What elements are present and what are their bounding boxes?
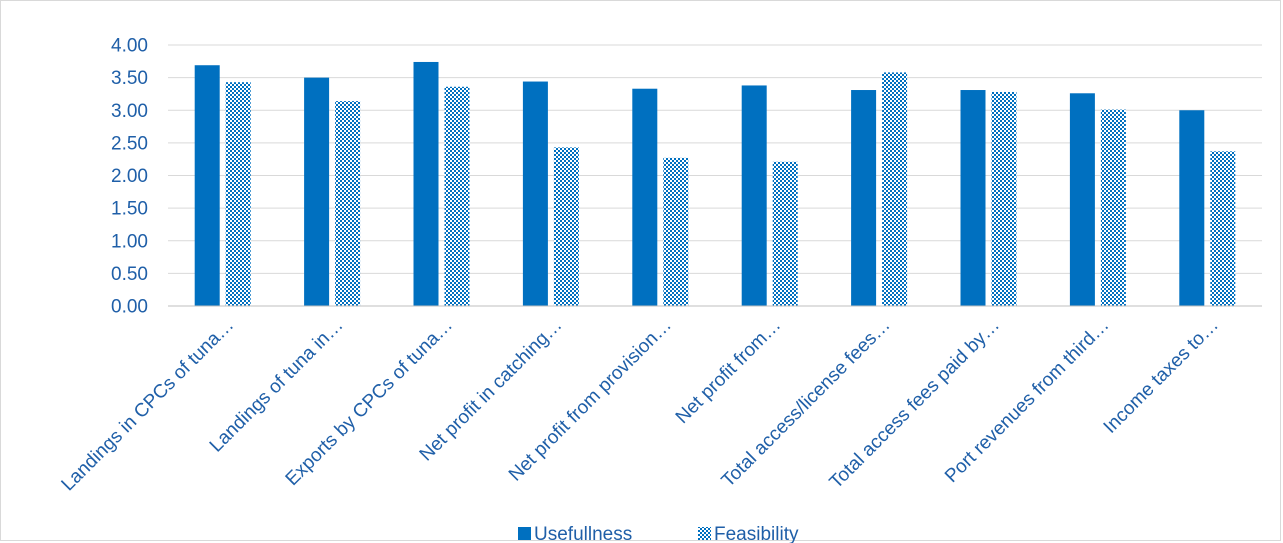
bars — [194, 61, 1236, 307]
legend-swatch — [518, 527, 531, 540]
bar-usefullness — [960, 90, 986, 307]
bar-feasibility — [882, 72, 908, 306]
y-axis-ticks: 0.00 0.50 1.00 1.50 2.00 2.50 3.00 3.50 4.00 — [111, 36, 148, 318]
bar-feasibility — [1210, 151, 1236, 306]
y-tick-label: 1.50 — [111, 199, 148, 220]
gridlines — [168, 44, 1262, 274]
bar-feasibility — [553, 147, 579, 306]
y-tick-label: 0.50 — [111, 264, 148, 285]
bar-feasibility — [663, 157, 689, 306]
legend-label: Feasibility — [714, 524, 799, 543]
legend: Usefullness Feasibility — [518, 524, 799, 543]
bar-usefullness — [194, 65, 220, 306]
bar-feasibility — [991, 91, 1017, 306]
bar-usefullness — [304, 77, 330, 306]
bar-usefullness — [632, 88, 658, 306]
bar-usefullness — [1069, 93, 1095, 306]
category-label: Income taxes to… — [1100, 315, 1223, 438]
bar-feasibility — [444, 86, 470, 306]
y-tick-label: 3.50 — [111, 68, 148, 89]
bar-usefullness — [741, 85, 767, 306]
y-tick-label: 2.50 — [111, 133, 148, 154]
legend-label: Usefullness — [534, 524, 632, 543]
bar-feasibility — [225, 82, 251, 306]
y-tick-label: 1.00 — [111, 231, 148, 252]
category-labels: Landings in CPCs of tuna…Landings of tun… — [58, 315, 1223, 496]
bar-usefullness — [413, 61, 439, 307]
y-tick-label: 3.00 — [111, 101, 148, 122]
bar-usefullness — [522, 81, 548, 306]
bar-feasibility — [335, 101, 361, 307]
bar-usefullness — [1179, 110, 1205, 306]
legend-swatch — [698, 527, 711, 540]
bar-feasibility — [1100, 109, 1126, 306]
bar-usefullness — [851, 90, 877, 307]
y-tick-label: 0.00 — [111, 297, 148, 318]
y-tick-label: 2.00 — [111, 166, 148, 187]
y-tick-label: 4.00 — [111, 36, 148, 57]
category-label: Landings in CPCs of tuna… — [58, 315, 239, 496]
bar-feasibility — [772, 161, 798, 306]
category-label: Net profit from… — [672, 315, 785, 428]
